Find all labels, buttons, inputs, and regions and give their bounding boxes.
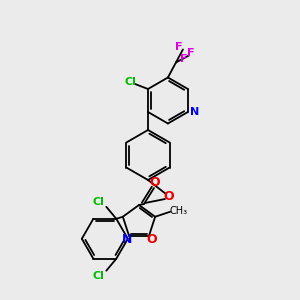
Text: F: F bbox=[175, 43, 183, 52]
Text: N: N bbox=[122, 233, 132, 246]
Text: O: O bbox=[150, 176, 160, 190]
Text: O: O bbox=[147, 233, 157, 246]
Text: Cl: Cl bbox=[124, 77, 136, 87]
Text: Cl: Cl bbox=[92, 271, 104, 281]
Text: F: F bbox=[180, 55, 188, 64]
Text: F: F bbox=[187, 49, 195, 58]
Text: Cl: Cl bbox=[92, 197, 104, 207]
Text: CH₃: CH₃ bbox=[169, 206, 187, 216]
Text: O: O bbox=[164, 190, 174, 203]
Text: N: N bbox=[190, 107, 199, 117]
